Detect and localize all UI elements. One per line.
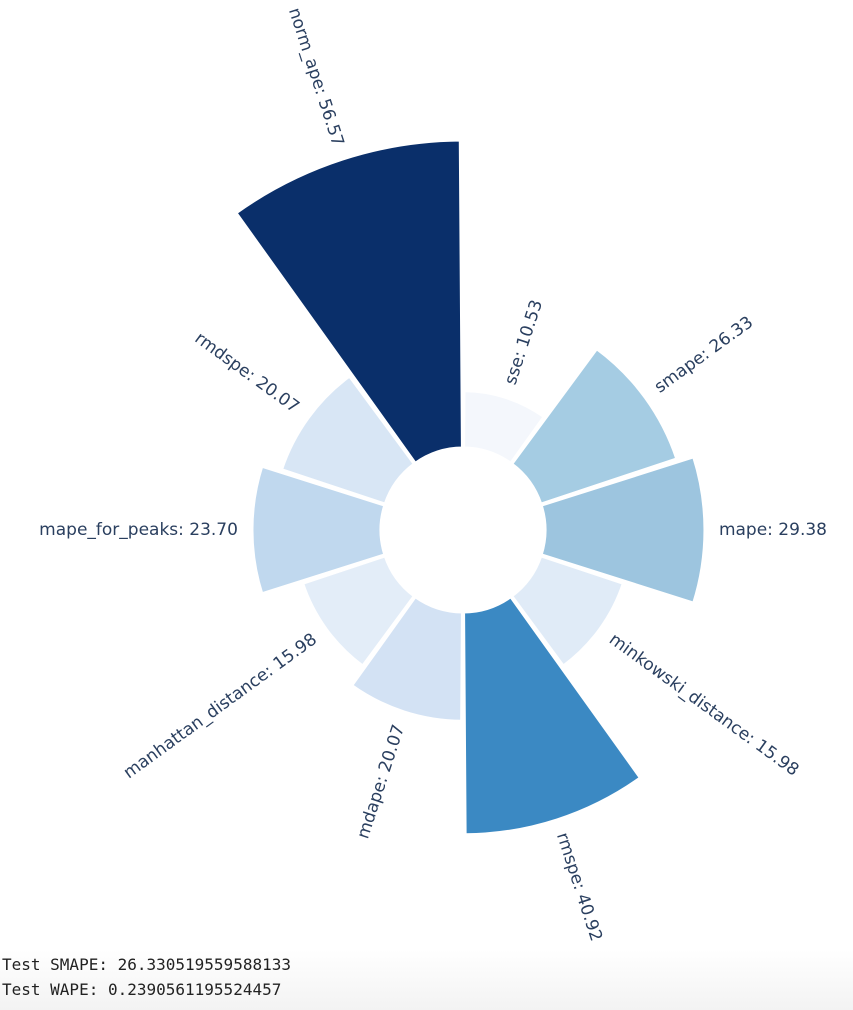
bar-label-rmdspe: rmdspe: 20.07 bbox=[191, 328, 303, 417]
chart-svg: sse: 10.53 smape: 26.33 mape: 29.38 minkows… bbox=[39, 5, 827, 944]
bar-label-sse: sse: 10.53 bbox=[501, 297, 547, 387]
polar-bar-chart: sse: 10.53 smape: 26.33 mape: 29.38 minkows… bbox=[39, 5, 827, 944]
bar-label-minkowski-distance: minkowski_distance: 15.98 bbox=[605, 629, 802, 780]
output-line-wape: Test WAPE: 0.2390561195524457 bbox=[2, 980, 282, 999]
cell-output: Test SMAPE: 26.330519559588133 Test WAPE… bbox=[0, 950, 853, 1010]
chart-hole bbox=[381, 448, 545, 612]
bar-label-mape-for-peaks: mape_for_peaks: 23.70 bbox=[39, 520, 238, 540]
bar-label-norm-ape: norm_ape: 56.57 bbox=[284, 5, 348, 149]
output-line-smape: Test SMAPE: 26.330519559588133 bbox=[2, 955, 291, 974]
bar-label-smape: smape: 26.33 bbox=[651, 313, 757, 398]
bar-label-mdape: mdape: 20.07 bbox=[353, 722, 409, 841]
bar-label-mape: mape: 29.38 bbox=[719, 520, 827, 540]
bar-label-rmspe: rmspe: 40.92 bbox=[552, 830, 606, 944]
bar-label-manhattan-distance: manhattan_distance: 15.98 bbox=[120, 629, 321, 783]
bar-mape-for-peaks bbox=[250, 464, 387, 596]
